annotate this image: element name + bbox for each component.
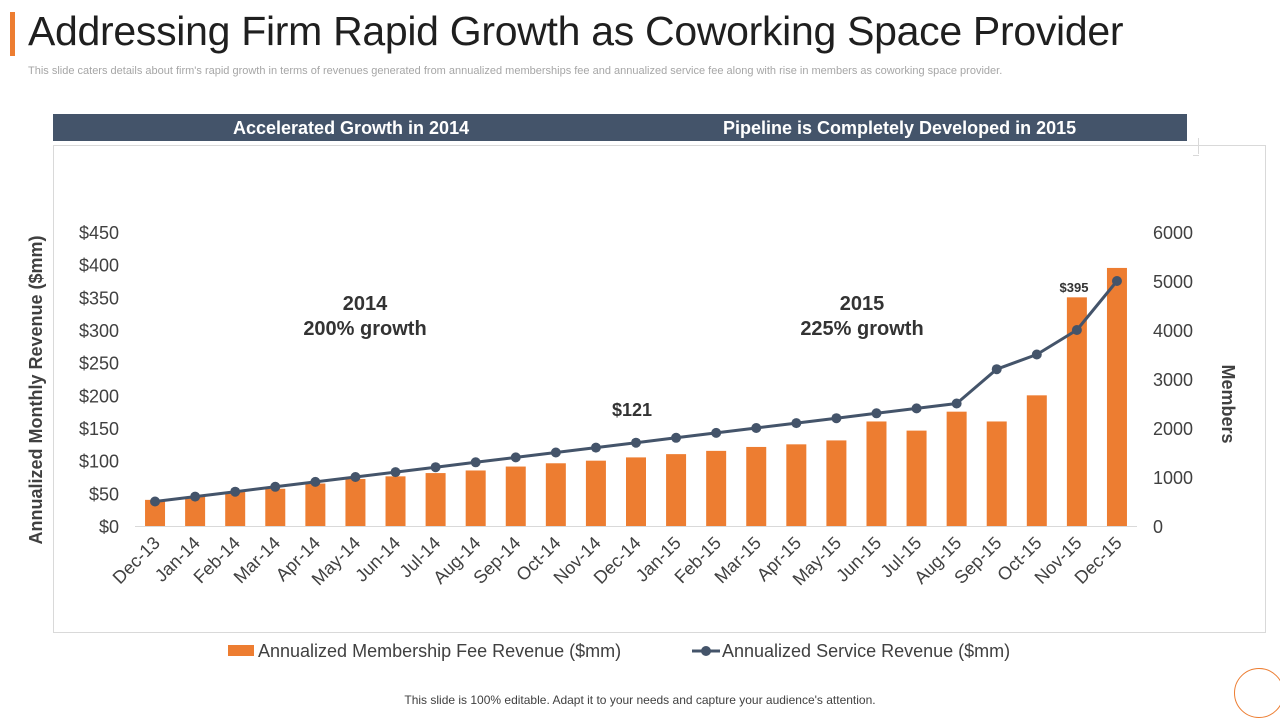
y-tick-label: $150 [79, 419, 119, 439]
line-point [150, 496, 161, 507]
bar [305, 483, 326, 526]
y2-tick-label: 5000 [1153, 272, 1193, 292]
bar [1026, 395, 1047, 526]
line-point [470, 457, 481, 468]
bar [706, 450, 727, 526]
legend-line-marker [701, 646, 711, 656]
line-point [310, 476, 321, 487]
bar [666, 454, 687, 526]
y-tick-label: $0 [99, 517, 119, 537]
banner-right-label: Pipeline is Completely Developed in 2015 [723, 118, 1077, 138]
legend-bar-label: Annualized Membership Fee Revenue ($mm) [258, 641, 621, 661]
y2-tick-label: 0 [1153, 517, 1163, 537]
y-tick-label: $100 [79, 452, 119, 472]
y2-tick-label: 3000 [1153, 370, 1193, 390]
bar [626, 457, 646, 526]
bar [786, 444, 807, 526]
line-point [831, 413, 842, 424]
line-point [350, 472, 361, 482]
line-point [671, 432, 682, 443]
line-point [390, 467, 401, 478]
line-point [550, 447, 561, 458]
bar [385, 476, 406, 526]
legend: Annualized Membership Fee Revenue ($mm) … [228, 641, 1010, 661]
annotation-nov15: $395 [1060, 280, 1089, 295]
bar [545, 463, 566, 526]
growth-note-2015-text: 225% growth [800, 318, 923, 340]
x-tick-label: Jun-14 [351, 533, 404, 586]
bar [1106, 267, 1127, 526]
y-axis-title: Annualized Monthly Revenue ($mm) [26, 235, 46, 544]
y-tick-label: $300 [79, 321, 119, 341]
chart-frame [53, 145, 1266, 633]
annotation-dec14: $121 [612, 400, 652, 420]
y2-tick-label: 1000 [1153, 468, 1193, 488]
line-point [190, 491, 201, 502]
line-point [1071, 325, 1082, 335]
line-point [1111, 276, 1122, 286]
y-tick-label: $400 [79, 256, 119, 276]
bar [585, 460, 606, 526]
line-point [911, 403, 922, 414]
bar [345, 478, 366, 526]
bar [946, 411, 967, 526]
growth-note-2014-text: 200% growth [303, 318, 426, 340]
bar [185, 496, 206, 526]
decorative-tick [1193, 155, 1199, 156]
revenue-members-chart: $0 $50 $100 $150 $200 $250 $300 $350 $400 $450 0 1… [26, 145, 1266, 661]
bar [826, 440, 847, 526]
legend-bar-swatch [228, 645, 254, 656]
bar [225, 492, 246, 526]
x-tick-label: Dec-13 [109, 533, 164, 588]
bar [145, 499, 166, 526]
line-point [791, 418, 802, 429]
growth-note-2014-year: 2014 [343, 293, 388, 315]
banner-left-label: Accelerated Growth in 2014 [233, 118, 470, 138]
page-title: Addressing Firm Rapid Growth as Coworkin… [28, 8, 1124, 54]
bar [986, 421, 1007, 526]
y-tick-label: $450 [79, 223, 119, 243]
y-tick-label: $250 [79, 354, 119, 374]
bar [265, 488, 286, 526]
legend-line-label: Annualized Service Revenue ($mm) [722, 641, 1010, 661]
bar [746, 446, 767, 526]
line-point [991, 364, 1002, 375]
y-tick-label: $350 [79, 288, 119, 308]
y2-axis-title: Members [1218, 364, 1238, 443]
decorative-circle [1234, 668, 1280, 718]
line-point [510, 452, 521, 463]
y2-tick-label: 6000 [1153, 223, 1193, 243]
line-point [430, 462, 441, 473]
line-point [230, 486, 241, 497]
line-point [590, 442, 601, 453]
line-point [631, 437, 641, 448]
bar [866, 421, 887, 526]
line-point [951, 398, 962, 409]
bar [505, 466, 526, 526]
bar [425, 473, 446, 526]
footer-note: This slide is 100% editable. Adapt it to… [404, 693, 876, 707]
line-point [751, 423, 762, 433]
page-subtitle: This slide caters details about firm's r… [28, 65, 1003, 77]
y-tick-label: $50 [89, 484, 119, 504]
line-point [1031, 349, 1042, 360]
growth-note-2015-year: 2015 [840, 293, 885, 315]
y2-tick-label: 2000 [1153, 419, 1193, 439]
y2-tick-label: 4000 [1153, 321, 1193, 341]
line-point [871, 408, 882, 419]
bar [465, 470, 486, 526]
bar [906, 430, 927, 526]
y-tick-label: $200 [79, 386, 119, 406]
x-tick-label: Jun-15 [832, 533, 885, 586]
line-point [270, 481, 281, 492]
bar [1066, 297, 1087, 526]
title-accent-bar [10, 12, 15, 56]
phase-banner: Accelerated Growth in 2014 Pipeline is C… [53, 114, 1187, 141]
line-point [711, 427, 722, 438]
